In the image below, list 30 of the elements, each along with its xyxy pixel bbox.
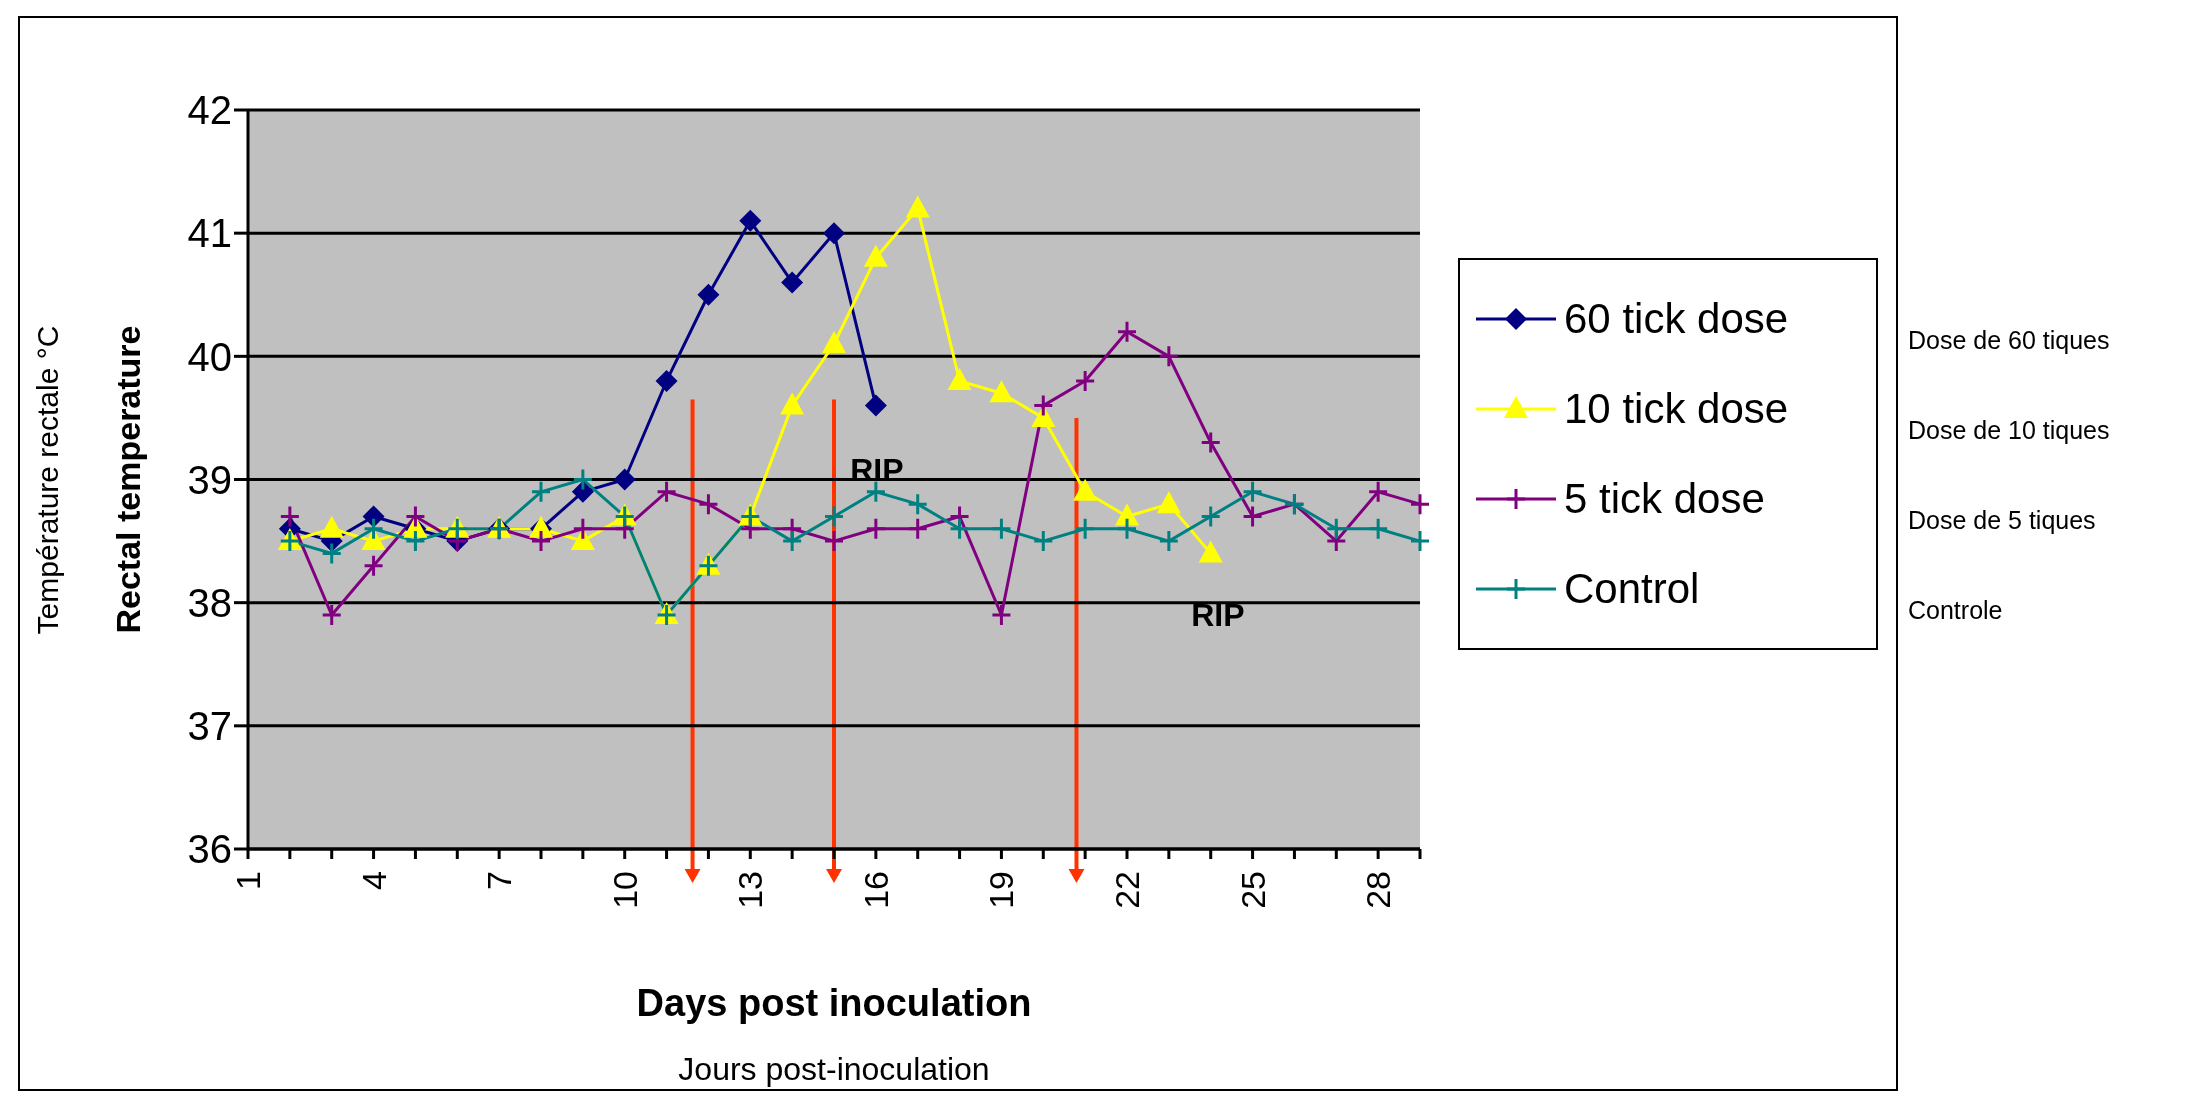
x-tick-label: 10 <box>605 871 644 909</box>
x-tick-label: 16 <box>856 871 895 909</box>
x-tick-label: 13 <box>731 871 770 909</box>
text: Dose de 10 tiques <box>1908 416 2110 445</box>
x-tick-label: 28 <box>1359 871 1398 909</box>
y-tick-label: 38 <box>187 580 232 625</box>
x-tick-label: 25 <box>1233 871 1272 909</box>
text: Dose de 60 tiques <box>1908 326 2110 355</box>
y-tick-label: 37 <box>187 704 232 749</box>
text: Température rectale °C <box>31 325 65 634</box>
x-tick-label: 19 <box>982 871 1021 909</box>
text: Jours post-inoculation <box>678 1051 990 1088</box>
legend-label: Control <box>1564 565 1700 613</box>
y-tick-label: 42 <box>187 88 232 133</box>
legend-label: 60 tick dose <box>1564 295 1789 343</box>
annotation: RIP <box>1191 596 1245 634</box>
y-tick-label: 40 <box>187 334 232 379</box>
legend-label: 10 tick dose <box>1564 385 1789 433</box>
x-tick-label: 4 <box>354 871 393 890</box>
y-tick-label: 39 <box>187 457 232 502</box>
y-tick-label: 36 <box>187 827 232 872</box>
y-tick-label: 41 <box>187 211 232 256</box>
legend-label: 5 tick dose <box>1564 475 1765 523</box>
text: Dose de 5 tiques <box>1908 506 2096 535</box>
x-tick-label: 7 <box>480 871 519 890</box>
x-tick-label: 22 <box>1108 871 1146 909</box>
x-axis-title: Days post inoculation <box>636 981 1032 1024</box>
text: Controle <box>1908 596 2003 625</box>
y-axis-title: Rectal temperature <box>109 325 148 634</box>
x-tick-label: 1 <box>229 871 267 890</box>
